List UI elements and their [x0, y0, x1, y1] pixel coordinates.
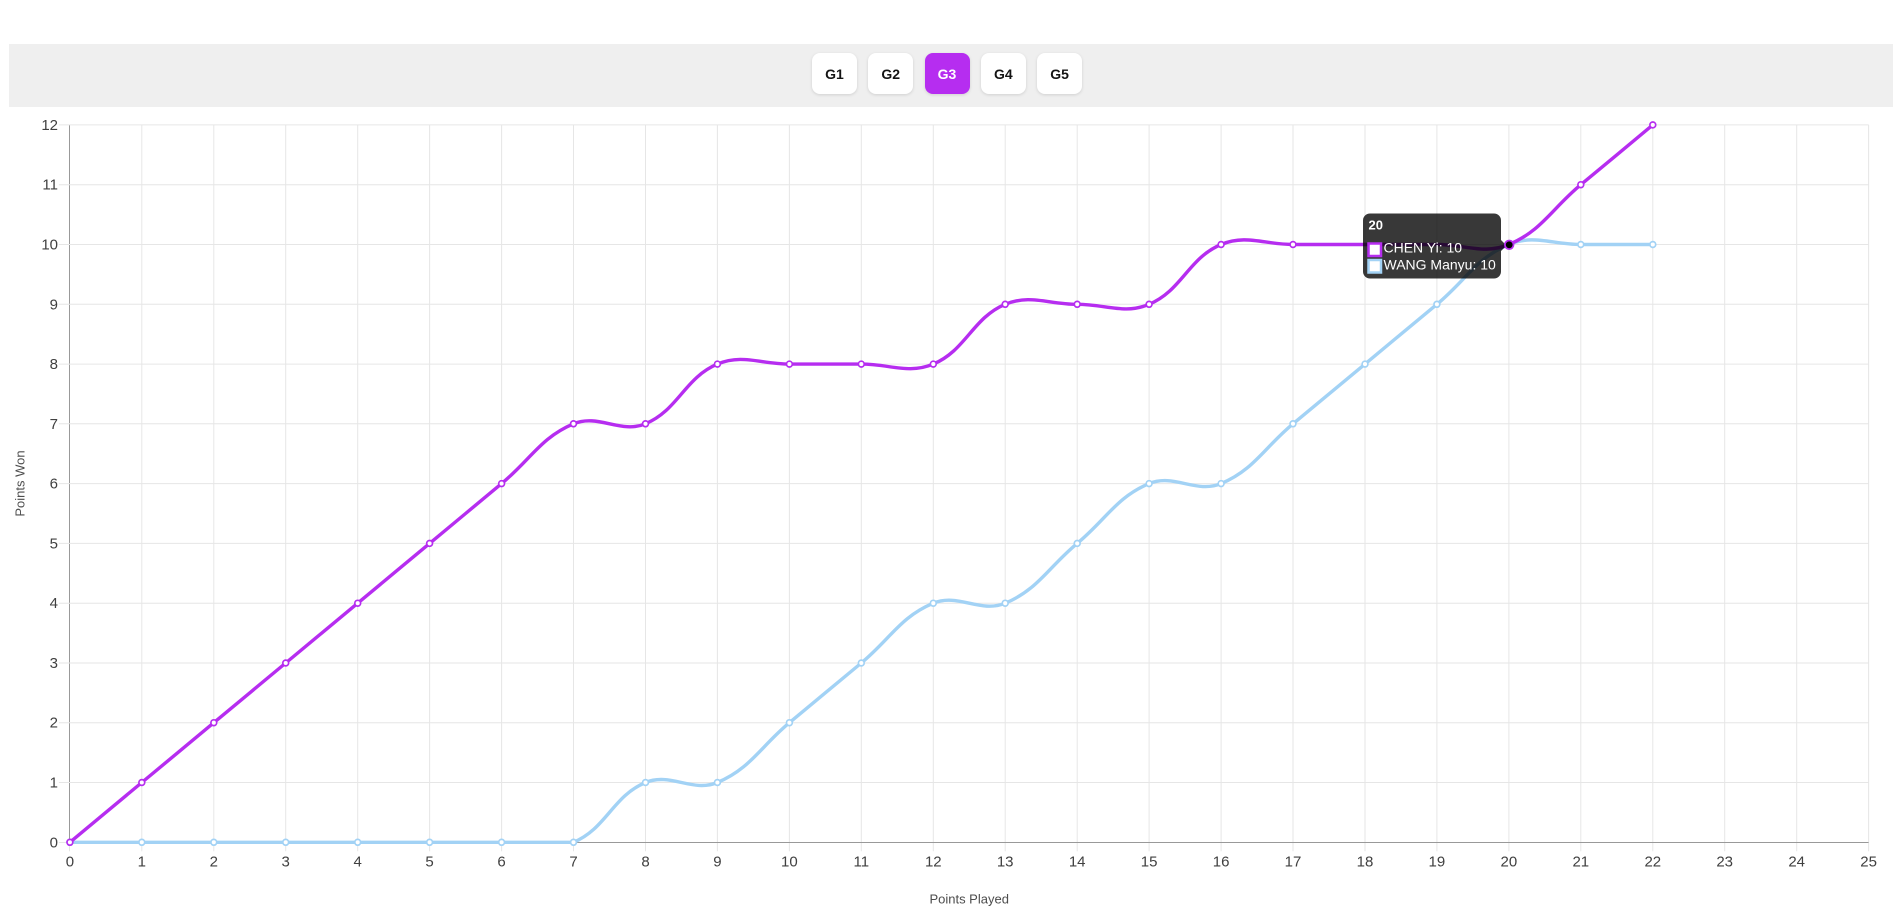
svg-text:5: 5 — [425, 854, 433, 871]
svg-text:3: 3 — [282, 854, 290, 871]
svg-text:0: 0 — [66, 854, 74, 871]
svg-text:19: 19 — [1429, 854, 1446, 871]
svg-text:1: 1 — [138, 854, 146, 871]
svg-text:10: 10 — [781, 854, 798, 871]
svg-text:9: 9 — [713, 854, 721, 871]
svg-text:8: 8 — [50, 356, 58, 373]
svg-text:21: 21 — [1572, 854, 1589, 871]
svg-text:11: 11 — [42, 177, 58, 194]
svg-text:3: 3 — [50, 655, 58, 672]
svg-text:5: 5 — [50, 535, 58, 552]
svg-text:23: 23 — [1716, 854, 1733, 871]
svg-text:25: 25 — [1860, 854, 1877, 871]
svg-text:12: 12 — [925, 854, 942, 871]
svg-text:CHEN Yi: 10: CHEN Yi: 10 — [1384, 240, 1463, 256]
svg-text:2: 2 — [50, 715, 58, 732]
svg-text:1: 1 — [50, 775, 58, 792]
svg-text:4: 4 — [354, 854, 362, 871]
svg-text:14: 14 — [1069, 854, 1086, 871]
svg-text:15: 15 — [1141, 854, 1158, 871]
svg-text:9: 9 — [50, 296, 58, 313]
svg-text:13: 13 — [997, 854, 1014, 871]
svg-text:WANG Manyu: 10: WANG Manyu: 10 — [1384, 257, 1497, 273]
svg-text:20: 20 — [1369, 218, 1383, 233]
svg-text:2: 2 — [210, 854, 218, 871]
svg-text:20: 20 — [1501, 854, 1518, 871]
svg-text:7: 7 — [569, 854, 577, 871]
svg-text:11: 11 — [854, 854, 870, 871]
svg-text:18: 18 — [1357, 854, 1374, 871]
svg-text:Points Won: Points Won — [13, 450, 28, 516]
svg-text:8: 8 — [641, 854, 649, 871]
svg-text:10: 10 — [41, 237, 58, 254]
svg-text:6: 6 — [497, 854, 505, 871]
svg-text:12: 12 — [41, 117, 58, 134]
svg-text:24: 24 — [1788, 854, 1805, 871]
svg-text:22: 22 — [1644, 854, 1661, 871]
svg-text:17: 17 — [1285, 854, 1302, 871]
svg-text:4: 4 — [50, 595, 58, 612]
svg-text:6: 6 — [50, 476, 58, 493]
svg-text:0: 0 — [50, 834, 58, 851]
svg-text:16: 16 — [1213, 854, 1230, 871]
svg-text:Points Played: Points Played — [929, 892, 1009, 906]
svg-text:7: 7 — [50, 416, 58, 433]
